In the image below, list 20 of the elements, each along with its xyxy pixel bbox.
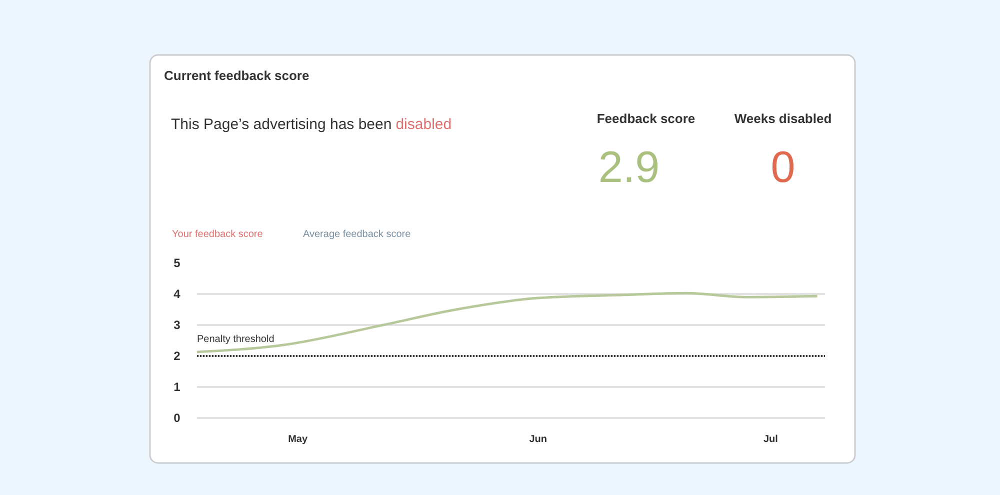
text: Your feedback score bbox=[172, 229, 264, 240]
text: Weeks disabled bbox=[734, 111, 832, 126]
text: 0 bbox=[770, 143, 796, 192]
text: This Page’s advertising has been bbox=[171, 116, 392, 133]
text: Average feedback score bbox=[303, 229, 412, 240]
x-tick-label: Jun bbox=[529, 434, 548, 445]
ref-line-label: Penalty threshold bbox=[197, 334, 274, 345]
y-tick-label: 3 bbox=[174, 318, 181, 332]
y-tick-label: 5 bbox=[174, 256, 181, 270]
text: Feedback score bbox=[596, 111, 696, 126]
x-tick-label: Jul bbox=[764, 434, 778, 445]
y-tick-label: 1 bbox=[174, 380, 181, 394]
x-tick-label: May bbox=[288, 434, 308, 445]
y-tick-label: 2 bbox=[174, 349, 181, 363]
line-series bbox=[196, 292, 818, 354]
text: 2.9 bbox=[598, 143, 660, 192]
text: disabled bbox=[396, 116, 452, 133]
chart-title: Current feedback score bbox=[164, 68, 310, 83]
y-tick-label: 4 bbox=[174, 287, 181, 301]
y-tick-label: 0 bbox=[174, 411, 181, 425]
